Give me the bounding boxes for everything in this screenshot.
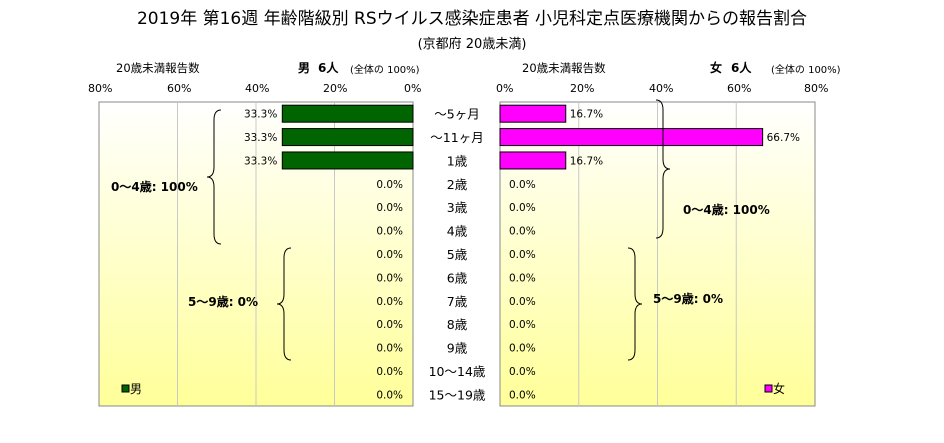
female-data-label: 0.0%: [509, 226, 536, 238]
category-label: 10～14歳: [429, 364, 486, 379]
male-header-count: 6人: [318, 61, 339, 75]
chart-subtitle: (京都府 20歳未満): [417, 37, 527, 52]
legend-label-male: 男: [130, 382, 142, 396]
left-tick: 80%: [88, 82, 113, 95]
male-bar: [281, 104, 414, 123]
category-label: 6歳: [447, 270, 468, 285]
female-data-label: 0.0%: [509, 296, 536, 308]
male-group-annotation: 0～4歳: 100%: [111, 179, 198, 194]
male-data-label: 0.0%: [376, 226, 403, 238]
female-brace-0-4: [655, 99, 671, 239]
female-data-label: 16.7%: [570, 109, 603, 121]
right-tick: 40%: [649, 82, 674, 95]
left-tick: 20%: [323, 82, 348, 95]
female-group-annotation: 0～4歳: 100%: [683, 202, 770, 217]
female-bar: [499, 128, 764, 147]
female-data-label: 0.0%: [509, 389, 536, 401]
female-data-label: 16.7%: [570, 155, 603, 167]
female-data-label: 0.0%: [509, 343, 536, 355]
female-data-label: 66.7%: [767, 132, 800, 144]
female-group-annotation: 5～9歳: 0%: [653, 291, 723, 306]
male-header-note: (全体の 100%): [350, 65, 420, 76]
female-data-label: 0.0%: [509, 272, 536, 284]
right-tick: 60%: [727, 82, 752, 95]
chart-title: 2019年 第16週 年齢階級別 RSウイルス感染症患者 小児科定点医療機関から…: [136, 9, 808, 29]
male-data-label: 0.0%: [376, 272, 403, 284]
male-bar: [281, 128, 414, 147]
male-data-label: 0.0%: [376, 366, 403, 378]
left-axis-label: 20歳未満報告数: [116, 61, 200, 75]
right-tick: 80%: [804, 82, 829, 95]
legend-swatch-male: [121, 384, 130, 393]
right-tick: 20%: [570, 82, 595, 95]
category-label: 3歳: [447, 200, 468, 215]
category-label: ～11ヶ月: [430, 130, 483, 145]
female-data-label: 0.0%: [509, 202, 536, 214]
female-data-label: 0.0%: [509, 249, 536, 261]
female-bar: [499, 104, 567, 123]
male-data-label: 33.3%: [244, 155, 277, 167]
left-tick: 40%: [245, 82, 270, 95]
category-label: 5歳: [447, 247, 468, 262]
male-data-label: 0.0%: [376, 319, 403, 331]
female-data-label: 0.0%: [509, 366, 536, 378]
male-group-annotation: 5～9歳: 0%: [188, 294, 258, 309]
category-label: 2歳: [447, 177, 468, 192]
male-brace-0-4: [206, 109, 222, 245]
female-header-count: 6人: [731, 61, 752, 75]
category-label: 8歳: [447, 317, 468, 332]
category-label: 9歳: [447, 341, 468, 356]
male-data-label: 33.3%: [244, 109, 277, 121]
male-data-label: 0.0%: [376, 179, 403, 191]
female-bar: [499, 151, 567, 170]
legend-swatch-female: [764, 384, 773, 393]
male-header-label: 男: [298, 61, 311, 75]
male-data-label: 0.0%: [376, 343, 403, 355]
female-data-label: 0.0%: [509, 319, 536, 331]
male-data-label: 0.0%: [376, 389, 403, 401]
male-data-label: 33.3%: [244, 132, 277, 144]
left-tick: 0%: [404, 82, 422, 95]
male-data-label: 0.0%: [376, 202, 403, 214]
category-label: ～5ヶ月: [434, 107, 479, 122]
category-label: 4歳: [447, 224, 468, 239]
male-brace-5-9: [276, 247, 292, 361]
male-data-label: 0.0%: [376, 296, 403, 308]
female-header-note: (全体の 100%): [771, 65, 841, 76]
female-brace-5-9: [627, 247, 643, 361]
category-label: 7歳: [447, 294, 468, 309]
left-tick: 60%: [167, 82, 192, 95]
female-header-label: 女: [710, 61, 723, 75]
right-tick: 0%: [496, 82, 514, 95]
male-bar: [281, 151, 414, 170]
category-label: 1歳: [447, 153, 468, 168]
male-data-label: 0.0%: [376, 249, 403, 261]
female-data-label: 0.0%: [509, 179, 536, 191]
legend-label-female: 女: [773, 381, 785, 396]
right-axis-label: 20歳未満報告数: [522, 61, 606, 75]
category-label: 15～19歳: [429, 387, 486, 402]
